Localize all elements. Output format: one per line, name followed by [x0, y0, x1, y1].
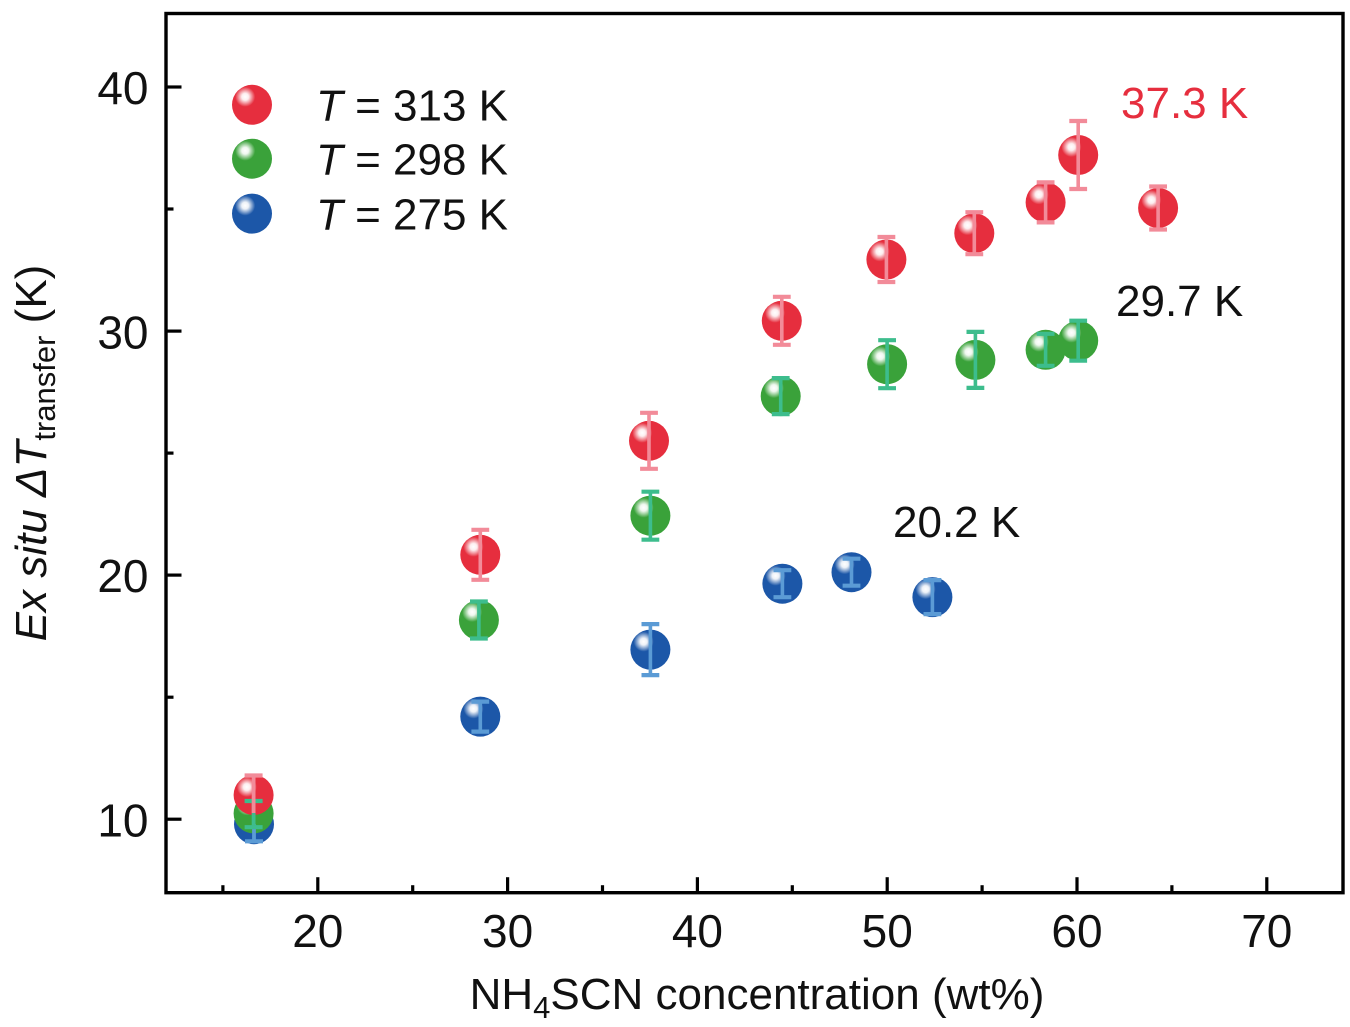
svg-text:30: 30 [482, 905, 533, 957]
svg-text:20: 20 [97, 550, 148, 602]
svg-text:10: 10 [97, 794, 148, 846]
svg-text:37.3 K: 37.3 K [1121, 79, 1248, 128]
svg-text:Ex situ ΔTtransfer (K): Ex situ ΔTtransfer (K) [7, 265, 62, 642]
svg-text:T = 298 K: T = 298 K [316, 136, 508, 185]
svg-text:T = 313 K: T = 313 K [316, 82, 508, 131]
svg-text:20: 20 [292, 905, 343, 957]
svg-text:20.2 K: 20.2 K [893, 498, 1020, 547]
svg-text:40: 40 [97, 62, 148, 114]
svg-text:T = 275 K: T = 275 K [316, 190, 508, 239]
svg-text:70: 70 [1241, 905, 1292, 957]
svg-text:50: 50 [862, 905, 913, 957]
svg-text:NH4SCN concentration (wt%): NH4SCN concentration (wt%) [470, 970, 1045, 1022]
svg-text:30: 30 [97, 306, 148, 358]
svg-text:29.7 K: 29.7 K [1116, 277, 1243, 326]
svg-text:60: 60 [1051, 905, 1102, 957]
svg-text:40: 40 [672, 905, 723, 957]
